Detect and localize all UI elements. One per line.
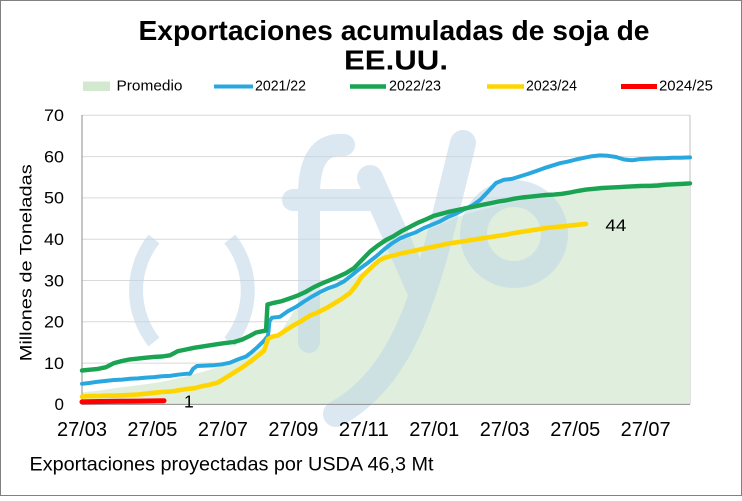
svg-text:20: 20 [44, 313, 64, 332]
svg-text:Promedio: Promedio [117, 78, 183, 95]
svg-text:Exportaciones acumuladas de so: Exportaciones acumuladas de soja de [139, 15, 650, 46]
svg-text:2023/24: 2023/24 [526, 78, 577, 95]
svg-text:Millones de Toneladas: Millones de Toneladas [17, 164, 36, 361]
svg-text:27/07: 27/07 [198, 419, 248, 441]
svg-text:10: 10 [44, 354, 64, 373]
svg-text:70: 70 [44, 106, 64, 125]
svg-text:30: 30 [44, 271, 64, 290]
svg-text:27/05: 27/05 [550, 419, 600, 441]
svg-text:27/07: 27/07 [621, 419, 671, 441]
svg-text:27/01: 27/01 [409, 419, 459, 441]
svg-text:1: 1 [184, 391, 194, 411]
svg-text:27/11: 27/11 [339, 419, 389, 441]
svg-text:EE.UU.: EE.UU. [344, 45, 448, 76]
svg-text:0: 0 [55, 395, 64, 414]
svg-text:2022/23: 2022/23 [389, 78, 441, 95]
svg-text:27/03: 27/03 [480, 419, 530, 441]
svg-text:Exportaciones proyectadas por: Exportaciones proyectadas por USDA 46,3 … [30, 455, 435, 476]
svg-text:40: 40 [44, 230, 64, 249]
svg-text:44: 44 [605, 216, 626, 235]
svg-text:2021/22: 2021/22 [255, 78, 306, 95]
svg-text:27/09: 27/09 [268, 419, 318, 441]
svg-text:2024/25: 2024/25 [659, 78, 713, 95]
svg-text:27/05: 27/05 [127, 419, 177, 441]
svg-text:50: 50 [44, 189, 64, 208]
svg-text:27/03: 27/03 [57, 419, 107, 441]
svg-text:60: 60 [44, 147, 64, 166]
